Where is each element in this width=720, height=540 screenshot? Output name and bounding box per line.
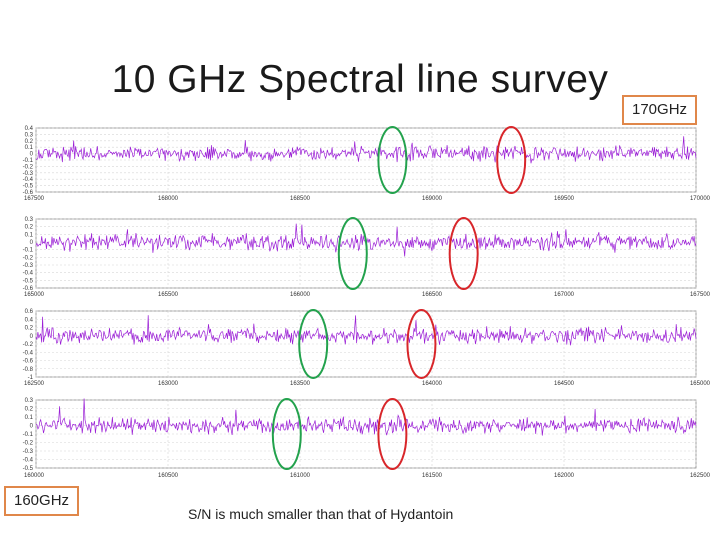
red-highlight-circle	[377, 398, 408, 470]
y-tick-label: 0	[30, 240, 34, 246]
y-tick-label: -0.6	[23, 190, 34, 196]
y-tick-label: -0.5	[23, 184, 34, 190]
y-tick-label: 0.6	[25, 309, 34, 315]
green-highlight-circle	[298, 309, 329, 379]
green-highlight-circle	[271, 398, 302, 470]
y-tick-label: 0.1	[25, 415, 34, 421]
y-tick-label: 0.3	[25, 398, 34, 404]
spectrum-trace	[35, 315, 697, 346]
x-tick-label: 163500	[290, 381, 311, 387]
y-tick-label: 0.2	[25, 407, 34, 413]
x-tick-label: 169000	[422, 196, 443, 202]
x-tick-label: 162500	[24, 381, 45, 387]
green-highlight-circle	[377, 126, 408, 194]
x-tick-label: 164000	[422, 381, 443, 387]
green-highlight-circle	[337, 217, 368, 290]
x-tick-label: 160000	[24, 473, 45, 479]
x-tick-label: 166500	[422, 292, 443, 298]
x-tick-label: 165500	[158, 292, 179, 298]
y-tick-label: 0.2	[25, 326, 34, 332]
x-tick-label: 167500	[690, 292, 711, 298]
x-tick-label: 167500	[24, 196, 45, 202]
y-tick-label: -0.2	[23, 255, 34, 261]
page-title: 10 GHz Spectral line survey	[111, 58, 609, 101]
y-tick-label: 0.2	[25, 139, 34, 145]
y-tick-label: -0.4	[23, 177, 34, 183]
y-tick-label: -0.1	[23, 248, 34, 254]
spectrum-trace	[35, 136, 697, 164]
x-tick-label: 165000	[690, 381, 711, 387]
x-tick-label: 162500	[690, 473, 711, 479]
frequency-label-160ghz: 160GHz	[4, 486, 80, 516]
x-tick-label: 168500	[290, 196, 311, 202]
x-tick-label: 169500	[554, 196, 575, 202]
y-tick-label: -0.1	[23, 432, 34, 438]
red-highlight-circle	[406, 309, 437, 379]
y-tick-label: -0.2	[23, 164, 34, 170]
y-tick-label: -0.8	[23, 367, 34, 373]
y-tick-label: -0.2	[23, 441, 34, 447]
x-tick-label: 161000	[290, 473, 311, 479]
y-tick-label: 0.1	[25, 145, 34, 151]
y-tick-label: -0.4	[23, 458, 34, 464]
y-tick-label: -0.3	[23, 263, 34, 269]
y-tick-label: -0.6	[23, 359, 34, 365]
spectrum-trace	[35, 398, 697, 436]
x-tick-label: 165000	[24, 292, 45, 298]
x-tick-label: 170000	[690, 196, 711, 202]
y-tick-label: -0.3	[23, 449, 34, 455]
red-highlight-circle	[496, 126, 527, 194]
y-tick-label: 0	[30, 334, 34, 340]
y-tick-label: -0.1	[23, 158, 34, 164]
y-tick-label: 0.2	[25, 225, 34, 231]
y-tick-label: 0.3	[25, 217, 34, 223]
y-tick-label: -0.6	[23, 286, 34, 292]
y-tick-label: 0	[30, 152, 34, 158]
x-tick-label: 168000	[158, 196, 179, 202]
y-tick-label: 0.4	[25, 317, 34, 323]
x-tick-label: 164500	[554, 381, 575, 387]
x-tick-label: 167000	[554, 292, 575, 298]
y-tick-label: 0.3	[25, 132, 34, 138]
snr-note: S/N is much smaller than that of Hydanto…	[188, 506, 454, 522]
y-tick-label: -0.5	[23, 466, 34, 472]
y-tick-label: -0.4	[23, 350, 34, 356]
y-tick-label: 0	[30, 424, 34, 430]
x-tick-label: 162000	[554, 473, 575, 479]
x-tick-label: 163000	[158, 381, 179, 387]
y-tick-label: -1	[28, 375, 34, 381]
frequency-label-170ghz: 170GHz	[622, 95, 698, 125]
x-tick-label: 160500	[158, 473, 179, 479]
red-highlight-circle	[448, 217, 479, 290]
y-tick-label: -0.3	[23, 171, 34, 177]
x-tick-label: 161500	[422, 473, 443, 479]
y-tick-label: -0.2	[23, 342, 34, 348]
y-tick-label: -0.5	[23, 278, 34, 284]
y-tick-label: -0.4	[23, 271, 34, 277]
y-tick-label: 0.1	[25, 232, 34, 238]
y-tick-label: 0.4	[25, 126, 34, 132]
x-tick-label: 166000	[290, 292, 311, 298]
